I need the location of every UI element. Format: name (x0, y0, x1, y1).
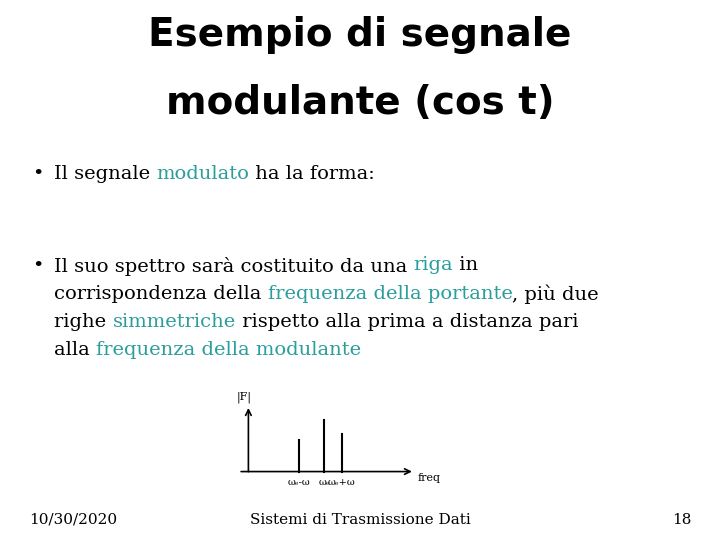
Text: rispetto alla prima a distanza pari: rispetto alla prima a distanza pari (235, 313, 578, 330)
Text: freq: freq (418, 472, 440, 483)
Text: Sistemi di Trasmissione Dati: Sistemi di Trasmissione Dati (250, 512, 470, 526)
Text: modulato: modulato (156, 165, 249, 183)
Text: righe: righe (54, 313, 112, 330)
Text: alla: alla (54, 341, 96, 359)
Text: Il suo spettro sarà costituito da una: Il suo spettro sarà costituito da una (54, 256, 413, 275)
Text: Il segnale: Il segnale (54, 165, 156, 183)
Text: simmetriche: simmetriche (112, 313, 235, 330)
Text: 18: 18 (672, 512, 691, 526)
Text: •: • (32, 256, 44, 274)
Text: frequenza della portante: frequenza della portante (268, 285, 513, 302)
Text: 10/30/2020: 10/30/2020 (29, 512, 117, 526)
Text: frequenza della modulante: frequenza della modulante (96, 341, 361, 359)
Text: ωₑ: ωₑ (318, 478, 330, 488)
Text: in: in (453, 256, 478, 274)
Text: |F|: |F| (237, 392, 252, 403)
Text: riga: riga (413, 256, 453, 274)
Text: ωₑ+ω: ωₑ+ω (328, 478, 356, 488)
Text: ωₑ-ω: ωₑ-ω (287, 478, 310, 488)
Text: Esempio di segnale: Esempio di segnale (148, 16, 572, 54)
Text: , più due: , più due (513, 285, 599, 304)
Text: •: • (32, 165, 44, 183)
Text: modulante (cos t): modulante (cos t) (166, 84, 554, 122)
Text: corrispondenza della: corrispondenza della (54, 285, 268, 302)
Text: ha la forma:: ha la forma: (249, 165, 375, 183)
